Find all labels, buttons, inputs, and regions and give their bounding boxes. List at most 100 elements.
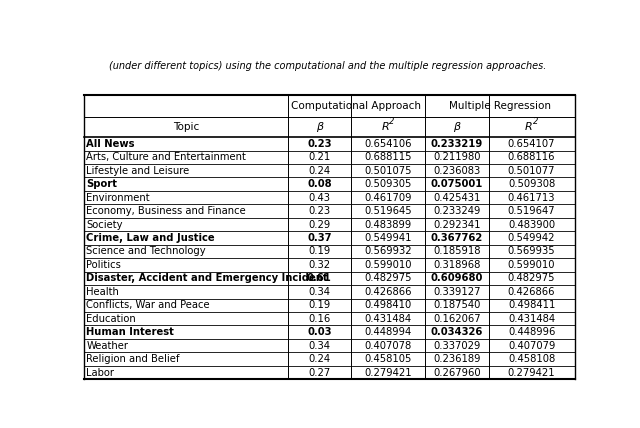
Text: 0.211980: 0.211980 <box>433 152 481 162</box>
Text: 0.501077: 0.501077 <box>508 166 556 175</box>
Text: 0.688115: 0.688115 <box>364 152 412 162</box>
Text: Arts, Culture and Entertainment: Arts, Culture and Entertainment <box>86 152 246 162</box>
Text: 0.075001: 0.075001 <box>431 179 483 189</box>
Text: 0.519647: 0.519647 <box>508 206 556 216</box>
Text: 0.19: 0.19 <box>308 247 330 256</box>
Text: 0.03: 0.03 <box>307 327 332 337</box>
Text: 0.32: 0.32 <box>308 260 330 270</box>
Text: 0.187540: 0.187540 <box>433 300 481 310</box>
Text: 0.448996: 0.448996 <box>508 327 556 337</box>
Text: 0.339127: 0.339127 <box>433 287 481 297</box>
Text: 0.431484: 0.431484 <box>508 314 555 324</box>
Text: 0.425431: 0.425431 <box>433 193 481 202</box>
Text: Politics: Politics <box>86 260 122 270</box>
Text: 0.509305: 0.509305 <box>364 179 412 189</box>
Text: 0.37: 0.37 <box>307 233 332 243</box>
Text: 0.279421: 0.279421 <box>508 368 556 377</box>
Text: 0.318968: 0.318968 <box>433 260 481 270</box>
Text: 0.498411: 0.498411 <box>508 300 556 310</box>
Text: 0.279421: 0.279421 <box>364 368 412 377</box>
Text: 0.482975: 0.482975 <box>508 273 556 283</box>
Text: Conflicts, War and Peace: Conflicts, War and Peace <box>86 300 210 310</box>
Text: 0.498410: 0.498410 <box>365 300 412 310</box>
Text: 0.599010: 0.599010 <box>508 260 556 270</box>
Text: 0.458105: 0.458105 <box>364 354 412 364</box>
Text: 0.448994: 0.448994 <box>365 327 412 337</box>
Text: 0.461713: 0.461713 <box>508 193 556 202</box>
Text: Weather: Weather <box>86 341 129 351</box>
Text: 0.29: 0.29 <box>308 220 330 229</box>
Text: Environment: Environment <box>86 193 150 202</box>
Text: 0.185918: 0.185918 <box>433 247 481 256</box>
Text: 0.43: 0.43 <box>308 193 330 202</box>
Text: 0.688116: 0.688116 <box>508 152 556 162</box>
Text: β: β <box>316 122 323 132</box>
Text: 0.482975: 0.482975 <box>364 273 412 283</box>
Text: Lifestyle and Leisure: Lifestyle and Leisure <box>86 166 189 175</box>
Text: 0.654106: 0.654106 <box>364 139 412 149</box>
Text: 0.34: 0.34 <box>308 341 330 351</box>
Text: 0.654107: 0.654107 <box>508 139 556 149</box>
Text: 0.233219: 0.233219 <box>431 139 483 149</box>
Text: 2: 2 <box>533 117 538 126</box>
Text: Multiple Regression: Multiple Regression <box>449 101 550 111</box>
Text: 0.549941: 0.549941 <box>364 233 412 243</box>
Text: Religion and Belief: Religion and Belief <box>86 354 180 364</box>
Text: 0.569932: 0.569932 <box>364 247 412 256</box>
Text: 0.426866: 0.426866 <box>364 287 412 297</box>
Text: 0.236083: 0.236083 <box>433 166 481 175</box>
Text: (under different topics) using the computational and the multiple regression app: (under different topics) using the compu… <box>109 61 547 71</box>
Text: 2: 2 <box>389 117 395 126</box>
Text: 0.61: 0.61 <box>307 273 332 283</box>
Text: 0.599010: 0.599010 <box>364 260 412 270</box>
Text: 0.407079: 0.407079 <box>508 341 556 351</box>
Text: 0.461709: 0.461709 <box>364 193 412 202</box>
Text: Crime, Law and Justice: Crime, Law and Justice <box>86 233 215 243</box>
Text: 0.337029: 0.337029 <box>433 341 481 351</box>
Text: 0.426866: 0.426866 <box>508 287 556 297</box>
Text: All News: All News <box>86 139 135 149</box>
Text: 0.24: 0.24 <box>308 354 330 364</box>
Text: Labor: Labor <box>86 368 115 377</box>
Text: Topic: Topic <box>173 122 199 132</box>
Text: 0.509308: 0.509308 <box>508 179 556 189</box>
Text: Sport: Sport <box>86 179 118 189</box>
Text: 0.19: 0.19 <box>308 300 330 310</box>
Text: 0.23: 0.23 <box>307 139 332 149</box>
Text: 0.162067: 0.162067 <box>433 314 481 324</box>
Text: Computational Approach: Computational Approach <box>291 101 421 111</box>
Text: 0.569935: 0.569935 <box>508 247 556 256</box>
Text: Health: Health <box>86 287 119 297</box>
Text: Science and Technology: Science and Technology <box>86 247 206 256</box>
Text: 0.483900: 0.483900 <box>508 220 555 229</box>
Text: 0.267960: 0.267960 <box>433 368 481 377</box>
Text: 0.483899: 0.483899 <box>365 220 412 229</box>
Text: 0.501075: 0.501075 <box>364 166 412 175</box>
Text: Economy, Business and Finance: Economy, Business and Finance <box>86 206 246 216</box>
Text: 0.034326: 0.034326 <box>431 327 483 337</box>
Text: 0.08: 0.08 <box>307 179 332 189</box>
Text: 0.23: 0.23 <box>308 206 330 216</box>
Text: 0.236189: 0.236189 <box>433 354 481 364</box>
Text: 0.458108: 0.458108 <box>508 354 556 364</box>
Text: Society: Society <box>86 220 123 229</box>
Text: Human Interest: Human Interest <box>86 327 174 337</box>
Text: 0.431484: 0.431484 <box>365 314 412 324</box>
Text: 0.233249: 0.233249 <box>433 206 481 216</box>
Text: 0.519645: 0.519645 <box>364 206 412 216</box>
Text: Education: Education <box>86 314 136 324</box>
Text: 0.407078: 0.407078 <box>365 341 412 351</box>
Text: Disaster, Accident and Emergency Incident: Disaster, Accident and Emergency Inciden… <box>86 273 328 283</box>
Text: 0.609680: 0.609680 <box>431 273 483 283</box>
Text: R: R <box>525 122 532 132</box>
Text: 0.367762: 0.367762 <box>431 233 483 243</box>
Text: 0.27: 0.27 <box>308 368 330 377</box>
Text: 0.34: 0.34 <box>308 287 330 297</box>
Text: 0.21: 0.21 <box>308 152 330 162</box>
Text: 0.16: 0.16 <box>308 314 330 324</box>
Text: 0.549942: 0.549942 <box>508 233 556 243</box>
Text: β: β <box>453 122 460 132</box>
Text: R: R <box>381 122 389 132</box>
Text: 0.24: 0.24 <box>308 166 330 175</box>
Text: 0.292341: 0.292341 <box>433 220 481 229</box>
